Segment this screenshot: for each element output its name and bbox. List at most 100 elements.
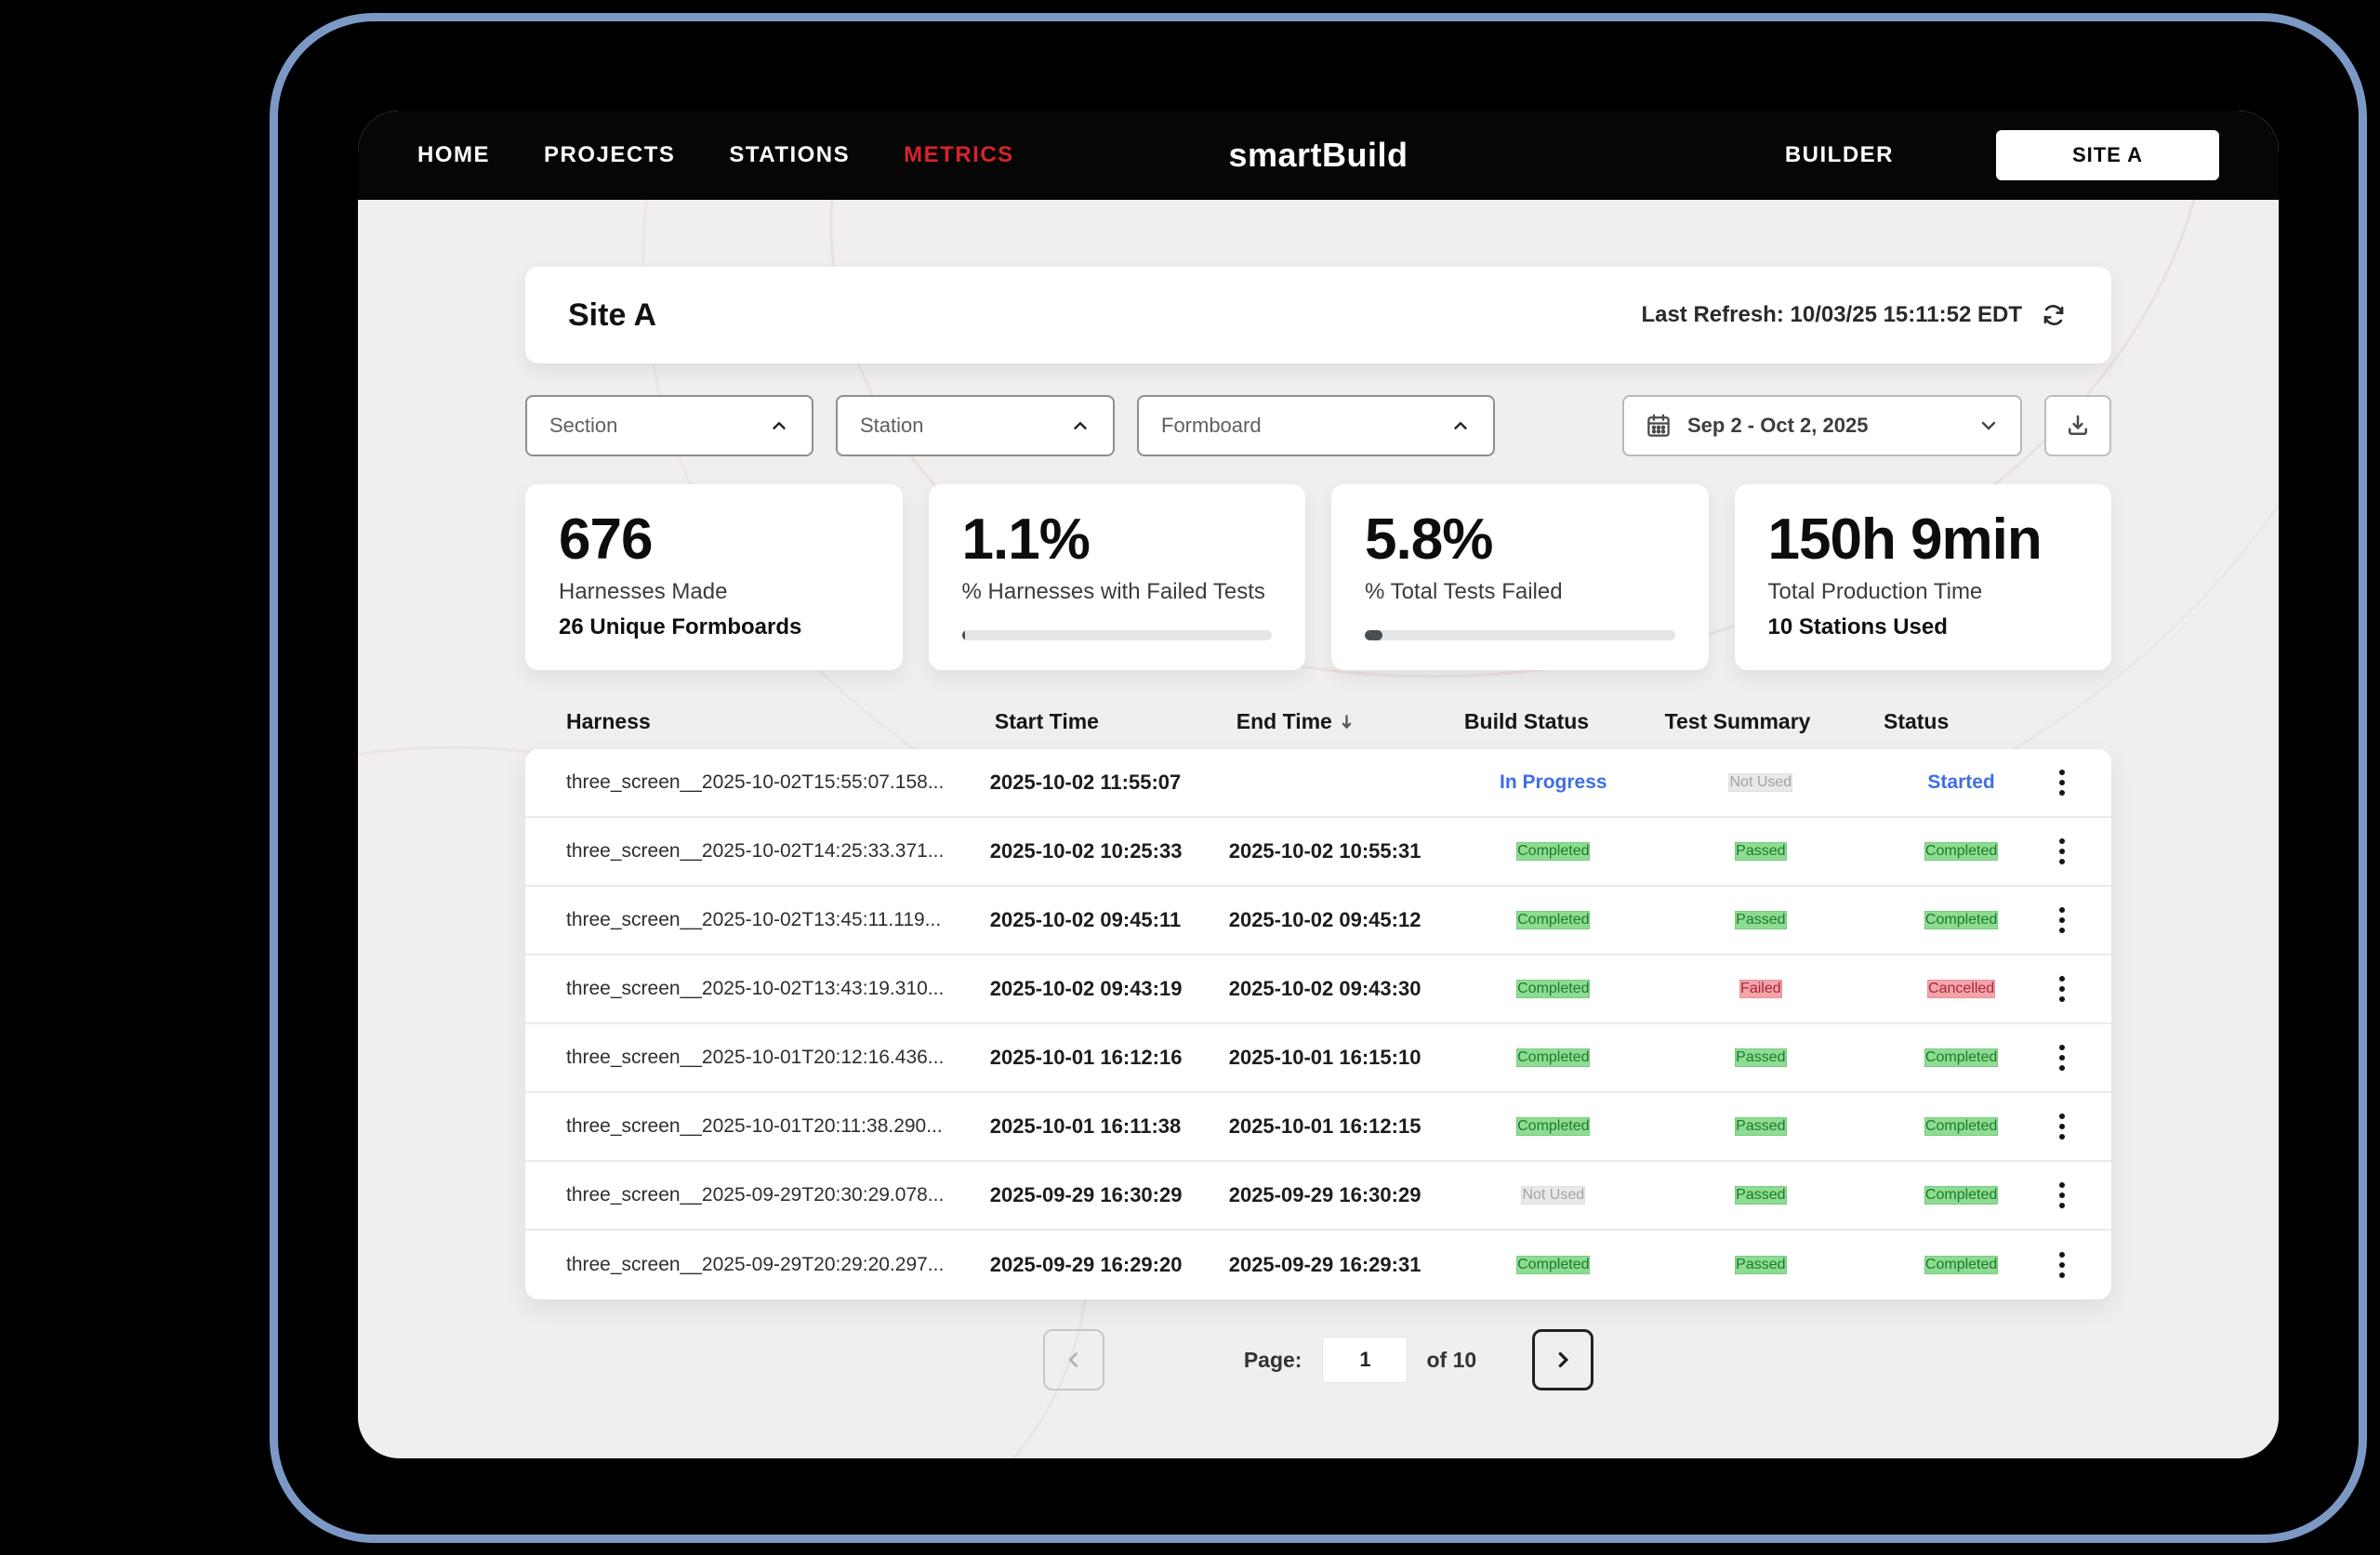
row-actions-button[interactable] (2054, 970, 2070, 1008)
metric-value: 150h 9min (1767, 507, 2043, 572)
row-menu (2054, 764, 2070, 801)
metric-label: % Total Tests Failed (1365, 579, 1563, 605)
app-screen: HOME PROJECTS STATIONS METRICS smartBuild B… (358, 111, 2279, 1458)
chevron-up-icon (1070, 415, 1091, 436)
row-actions-button[interactable] (2054, 833, 2070, 870)
status-badge: Cancelled (1927, 980, 1996, 998)
nav-item-metrics[interactable]: METRICS (904, 142, 1014, 167)
formboard-dropdown[interactable]: Formboard (1137, 395, 1495, 456)
chevron-up-icon (1450, 415, 1471, 436)
status-badge: Passed (1735, 842, 1787, 861)
end-time-cell: 2025-09-29 16:29:31 (1228, 1253, 1421, 1276)
start-time-cell: 2025-09-29 16:29:20 (989, 1253, 1183, 1276)
harness-name-cell: three_screen__2025-10-02T14:25:33.371... (566, 840, 945, 862)
test-summary-cell: Passed (1652, 1048, 1869, 1067)
test-summary-cell: Passed (1652, 842, 1869, 861)
calendar-icon (1645, 412, 1673, 440)
row-actions-button[interactable] (2054, 902, 2070, 939)
dropdown-label: Station (860, 414, 924, 437)
nav-item-projects[interactable]: PROJECTS (544, 142, 676, 167)
column-header-build-status[interactable]: Build Status (1463, 709, 1590, 733)
status-cell: Completed (1869, 1117, 2054, 1136)
metric-card: 5.8% % Total Tests Failed (1331, 484, 1709, 670)
start-time-cell: 2025-10-02 09:45:11 (989, 908, 1182, 931)
row-actions-button[interactable] (2054, 1108, 2070, 1145)
test-summary-cell: Passed (1652, 1256, 1869, 1274)
status-badge: Passed (1735, 1256, 1787, 1274)
harness-table: three_screen__2025-10-02T15:55:07.158...… (525, 749, 2111, 1299)
test-summary-cell: Not Used (1652, 773, 1869, 792)
build-status-cell: In Progress (1454, 771, 1652, 794)
build-status-cell: Not Used (1454, 1186, 1652, 1205)
row-actions-button[interactable] (2054, 1039, 2070, 1076)
table-row: three_screen__2025-10-02T14:25:33.371...… (525, 818, 2111, 887)
nav-item-stations[interactable]: STATIONS (729, 142, 851, 167)
column-header-start-time[interactable]: Start Time (994, 709, 1099, 733)
row-actions-button[interactable] (2054, 1177, 2070, 1214)
status-badge: Completed (1516, 980, 1591, 998)
status-badge: Started (1927, 771, 1995, 793)
table-row: three_screen__2025-09-29T20:30:29.078...… (525, 1162, 2111, 1231)
start-time-cell: 2025-10-01 16:11:38 (989, 1114, 1182, 1138)
page-label: Page: (1243, 1347, 1302, 1372)
status-badge: In Progress (1500, 771, 1607, 793)
test-summary-cell: Failed (1652, 980, 1869, 998)
dropdown-label: Formboard (1161, 414, 1262, 437)
status-badge: Completed (1924, 1256, 1999, 1274)
top-navbar: HOME PROJECTS STATIONS METRICS smartBuild B… (358, 111, 2279, 200)
start-time-cell: 2025-10-02 10:25:33 (989, 839, 1183, 863)
main-content: Site A Last Refresh: 10/03/25 15:11:52 E… (358, 200, 2279, 1390)
nav-item-builder[interactable]: BUILDER (1784, 142, 1894, 167)
status-badge: Completed (1516, 1117, 1591, 1136)
chevron-right-icon (1551, 1348, 1575, 1372)
page-total-label: of 10 (1426, 1347, 1477, 1372)
status-badge: Completed (1516, 1048, 1591, 1067)
status-cell: Completed (1869, 1256, 2054, 1274)
end-time-cell: 2025-09-29 16:30:29 (1228, 1183, 1421, 1206)
harness-name-cell: three_screen__2025-10-01T20:11:38.290... (566, 1115, 943, 1137)
metric-label: Harnesses Made (559, 579, 728, 605)
status-badge: Passed (1735, 1186, 1787, 1205)
column-header-harness[interactable]: Harness (566, 709, 651, 733)
column-header-test-summary[interactable]: Test Summary (1664, 709, 1811, 733)
metric-label: % Harnesses with Failed Tests (961, 579, 1265, 605)
table-header-row: Harness Start Time End Time Build Status… (525, 709, 2111, 734)
page-number-input[interactable] (1322, 1337, 1408, 1383)
build-status-cell: Completed (1454, 1256, 1652, 1274)
nav-item-home[interactable]: HOME (417, 142, 490, 167)
status-badge: Completed (1924, 842, 1999, 861)
table-row: three_screen__2025-10-01T20:12:16.436...… (525, 1024, 2111, 1093)
status-badge: Failed (1739, 980, 1782, 998)
column-header-end-time[interactable]: End Time (1236, 709, 1464, 734)
section-dropdown[interactable]: Section (525, 395, 813, 456)
end-time-cell: 2025-10-02 09:45:12 (1228, 908, 1421, 931)
row-menu (2054, 1246, 2070, 1284)
date-range-picker[interactable]: Sep 2 - Oct 2, 2025 (1622, 395, 2022, 456)
app-logo: smartBuild (1228, 136, 1408, 174)
start-time-cell: 2025-09-29 16:30:29 (989, 1183, 1183, 1206)
column-header-status[interactable]: Status (1883, 709, 1950, 733)
site-selector-button[interactable]: SITE A (1996, 130, 2219, 180)
status-badge: Completed (1924, 1048, 1999, 1067)
refresh-button[interactable] (2039, 300, 2069, 330)
harness-name-cell: three_screen__2025-10-01T20:12:16.436... (566, 1047, 945, 1068)
harness-name-cell: three_screen__2025-10-02T13:43:19.310... (566, 978, 945, 999)
status-cell: Completed (1869, 911, 2054, 929)
end-time-cell: 2025-10-02 10:55:31 (1228, 839, 1421, 863)
build-status-cell: Completed (1454, 1117, 1652, 1136)
next-page-button[interactable] (1532, 1329, 1594, 1390)
row-actions-button[interactable] (2054, 1246, 2070, 1284)
pagination: Page: of 10 (525, 1329, 2111, 1390)
metric-value: 5.8% (1365, 507, 1493, 572)
test-summary-cell: Passed (1652, 1117, 1869, 1136)
status-badge: Passed (1735, 1048, 1787, 1067)
tablet-frame: HOME PROJECTS STATIONS METRICS smartBuild B… (270, 13, 2367, 1543)
build-status-cell: Completed (1454, 1048, 1652, 1067)
status-cell: Started (1869, 771, 2054, 794)
previous-page-button[interactable] (1042, 1329, 1104, 1390)
station-dropdown[interactable]: Station (836, 395, 1115, 456)
start-time-cell: 2025-10-01 16:12:16 (989, 1046, 1183, 1069)
row-actions-button[interactable] (2054, 764, 2070, 801)
table-row: three_screen__2025-10-02T13:43:19.310...… (525, 955, 2111, 1024)
download-button[interactable] (2044, 395, 2111, 456)
